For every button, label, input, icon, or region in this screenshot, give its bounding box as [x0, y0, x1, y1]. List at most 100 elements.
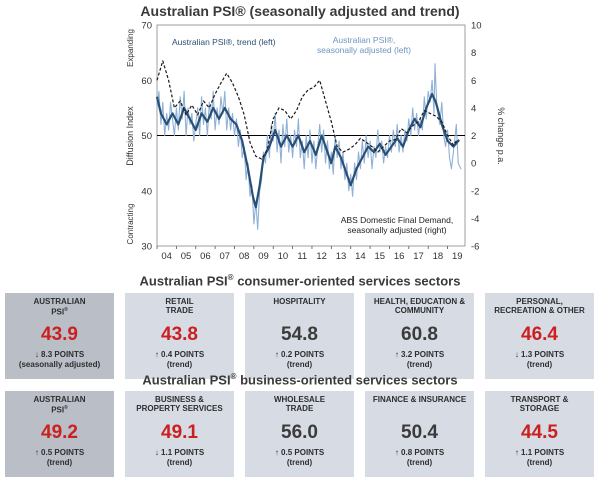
tile-change: ↑ 0.8 POINTS	[394, 448, 445, 457]
legend-sa-line1: Australian PSI®,	[333, 35, 395, 45]
series-layer	[155, 60, 462, 230]
sector-tile: AUSTRALIAN PSI® 43.9 ↓ 8.3 POINTS (seasonall…	[5, 293, 114, 379]
x-tick-label: 07	[220, 251, 231, 262]
tile-label-line1: AUSTRALIAN	[33, 297, 86, 306]
tile-label-line2: PSI®	[51, 405, 68, 415]
x-tick-label: 17	[413, 251, 424, 262]
psi-line-chart: Australian PSI® (seasonally adjusted and…	[125, 3, 506, 263]
tile-change: ↑ 1.1 POINTS	[514, 448, 565, 457]
series-psi-trend	[155, 93, 461, 209]
tile-label: BUSINESS & PROPERTY SERVICES	[125, 395, 234, 413]
tile-value: 56.0	[281, 422, 318, 443]
legend-dfd-line1: ABS Domestic Final Demand,	[341, 215, 453, 225]
tile-label: HOSPITALITY	[245, 297, 354, 306]
tile-label: FINANCE & INSURANCE	[365, 395, 474, 404]
tile-value: 43.9	[41, 324, 78, 345]
y-right-tick-label: -6	[471, 242, 479, 253]
legend-dfd-line2: seasonally adjusted (right)	[347, 225, 446, 235]
x-tick-label: 05	[181, 251, 192, 262]
y-right-tick-label: 0	[471, 159, 476, 170]
series-psi-seasonally-adjusted	[156, 63, 462, 230]
tile-label-line2: TRADE	[165, 306, 194, 315]
x-tick-label: 08	[239, 251, 250, 262]
sector-tile: PERSONAL, RECREATION & OTHER 46.4 ↓ 1.3 POI…	[485, 293, 594, 379]
tile-label-line1: PERSONAL,	[516, 297, 563, 306]
tile-basis: (trend)	[526, 458, 553, 467]
tile-label-line1: HOSPITALITY	[273, 297, 326, 306]
tile-value: 44.5	[521, 422, 558, 443]
sector-tile: AUSTRALIAN PSI® 49.2 ↑ 0.5 POINTS (trend)	[5, 391, 114, 477]
tile-label-line1: RETAIL	[165, 297, 194, 306]
y-left-tick-label: 50	[141, 131, 152, 142]
y-right-tick-label: -4	[471, 214, 479, 225]
tile-label-line1: BUSINESS &	[155, 395, 204, 404]
tile-value: 49.2	[41, 422, 78, 443]
x-tick-label: 13	[336, 251, 347, 262]
tile-label: HEALTH, EDUCATION & COMMUNITY	[365, 297, 474, 315]
sector-tile: FINANCE & INSURANCE 50.4 ↑ 0.8 POINTS (tren…	[365, 391, 474, 477]
y-right-tick-label: 4	[471, 103, 476, 114]
tile-change: ↑ 0.5 POINTS	[274, 448, 325, 457]
x-tick-label: 14	[355, 251, 366, 262]
tile-label: RETAIL TRADE	[125, 297, 234, 315]
tile-label-line2: PROPERTY SERVICES	[136, 404, 223, 413]
expanding-label: Expanding	[126, 29, 135, 67]
tile-label: AUSTRALIAN PSI®	[5, 297, 114, 317]
sector-tile: WHOLESALE TRADE 56.0 ↑ 0.5 POINTS (trend)	[245, 391, 354, 477]
x-tick-label: 15	[374, 251, 385, 262]
tile-change: ↑ 0.4 POINTS	[154, 350, 205, 359]
tile-value: 49.1	[161, 422, 198, 443]
x-tick-label: 06	[200, 251, 211, 262]
sector-tile: HEALTH, EDUCATION & COMMUNITY 60.8 ↑ 3.2 PO…	[365, 293, 474, 379]
x-tick-label: 18	[433, 251, 444, 262]
y-right-axis-label: % change p.a.	[496, 107, 506, 165]
business-tiles: AUSTRALIAN PSI® 49.2 ↑ 0.5 POINTS (trend) BUS…	[5, 391, 595, 477]
y-left-tick-label: 30	[141, 242, 152, 253]
tile-change: ↓ 1.3 POINTS	[514, 350, 565, 359]
tile-label: PERSONAL, RECREATION & OTHER	[485, 297, 594, 315]
axis-ticks: 30 40 50 60 70 -6 -4 -2 0 2 4 6 8 10 04 05 06 07 08 09 10 11 1…	[141, 21, 481, 263]
tile-basis: (trend)	[166, 458, 193, 467]
contracting-label: Contracting	[126, 204, 135, 245]
tile-label-line1: WHOLESALE	[273, 395, 326, 404]
tile-value: 43.8	[161, 324, 198, 345]
tile-value: 60.8	[401, 324, 438, 345]
tile-label-line1: AUSTRALIAN	[33, 395, 86, 404]
y-right-tick-label: 2	[471, 131, 476, 142]
legend-trend: Australian PSI®, trend (left)	[172, 37, 276, 47]
series-abs-dfd	[156, 60, 458, 160]
chart-title: Australian PSI® (seasonally adjusted and…	[140, 3, 459, 19]
tile-label-line2: TRADE	[285, 404, 314, 413]
tile-label-line2: COMMUNITY	[394, 306, 445, 315]
consumer-tiles: AUSTRALIAN PSI® 43.9 ↓ 8.3 POINTS (seasonall…	[5, 293, 595, 379]
business-section-title: Australian PSI® business-oriented servic…	[142, 372, 458, 388]
tile-basis: (trend)	[46, 458, 73, 467]
tile-label-line1: FINANCE & INSURANCE	[372, 395, 467, 404]
sector-tile: BUSINESS & PROPERTY SERVICES 49.1 ↓ 1.1 POI…	[125, 391, 234, 477]
y-right-tick-label: 10	[471, 21, 482, 32]
tile-label-line2: RECREATION & OTHER	[494, 306, 585, 315]
tile-label-line1: TRANSPORT &	[510, 395, 569, 404]
tile-label: TRANSPORT & STORAGE	[485, 395, 594, 413]
tile-basis: (seasonally adjusted)	[18, 360, 101, 369]
y-left-tick-label: 40	[141, 186, 152, 197]
tile-value: 50.4	[401, 422, 438, 443]
tile-change: ↑ 0.2 POINTS	[274, 350, 325, 359]
sector-tile: TRANSPORT & STORAGE 44.5 ↑ 1.1 POINTS (trend…	[485, 391, 594, 477]
y-right-tick-label: 6	[471, 76, 476, 87]
tile-basis: (trend)	[406, 458, 433, 467]
y-right-tick-label: 8	[471, 48, 476, 59]
sector-tile: RETAIL TRADE 43.8 ↑ 0.4 POINTS (trend)	[125, 293, 234, 379]
tile-value: 46.4	[521, 324, 558, 345]
tile-basis: (trend)	[286, 360, 313, 369]
x-tick-label: 04	[161, 251, 172, 262]
x-tick-label: 12	[316, 251, 327, 262]
tile-change: ↑ 3.2 POINTS	[394, 350, 445, 359]
tile-basis: (trend)	[286, 458, 313, 467]
tile-label: WHOLESALE TRADE	[245, 395, 354, 413]
tile-label-line2: PSI®	[51, 307, 68, 317]
x-tick-label: 10	[278, 251, 289, 262]
tile-change: ↓ 8.3 POINTS	[34, 350, 85, 359]
tile-change: ↓ 1.1 POINTS	[154, 448, 205, 457]
tile-basis: (trend)	[406, 360, 433, 369]
